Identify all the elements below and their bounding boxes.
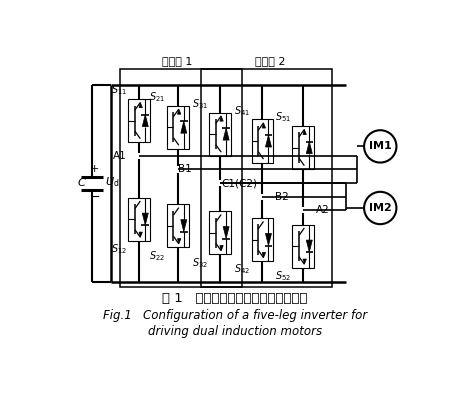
Text: $S_{22}$: $S_{22}$ bbox=[149, 249, 165, 262]
Polygon shape bbox=[266, 135, 272, 147]
Text: B2: B2 bbox=[275, 192, 289, 202]
Text: $S_{41}$: $S_{41}$ bbox=[234, 104, 250, 118]
Text: IM1: IM1 bbox=[369, 141, 392, 151]
Bar bbox=[293, 224, 314, 268]
Bar bbox=[293, 126, 314, 169]
Polygon shape bbox=[262, 252, 266, 258]
Text: $S_{32}$: $S_{32}$ bbox=[192, 256, 208, 270]
Text: $S_{42}$: $S_{42}$ bbox=[234, 263, 250, 277]
Polygon shape bbox=[178, 239, 181, 244]
Text: A1: A1 bbox=[113, 151, 127, 162]
Polygon shape bbox=[306, 240, 312, 252]
Bar bbox=[209, 211, 231, 254]
Text: $S_{21}$: $S_{21}$ bbox=[149, 90, 165, 104]
Text: Fig.1   Configuration of a five-leg inverter for: Fig.1 Configuration of a five-leg invert… bbox=[103, 309, 367, 322]
Text: B1: B1 bbox=[178, 164, 191, 175]
Text: IM2: IM2 bbox=[369, 203, 392, 213]
Bar bbox=[128, 198, 150, 241]
Polygon shape bbox=[139, 102, 142, 108]
Bar bbox=[167, 106, 189, 149]
Polygon shape bbox=[220, 116, 223, 121]
Polygon shape bbox=[220, 245, 223, 251]
Text: $U_{\rm d}$: $U_{\rm d}$ bbox=[104, 175, 119, 189]
Text: $S_{52}$: $S_{52}$ bbox=[275, 269, 291, 283]
Text: driving dual induction motors: driving dual induction motors bbox=[147, 325, 322, 338]
Bar bbox=[251, 119, 273, 162]
Text: C1(C2): C1(C2) bbox=[222, 178, 258, 188]
Bar bbox=[128, 99, 150, 142]
Polygon shape bbox=[303, 130, 306, 134]
Polygon shape bbox=[178, 109, 181, 114]
Text: $S_{11}$: $S_{11}$ bbox=[111, 84, 127, 98]
Bar bbox=[209, 113, 231, 156]
Polygon shape bbox=[306, 141, 312, 153]
Polygon shape bbox=[262, 123, 266, 128]
Polygon shape bbox=[303, 259, 306, 264]
Polygon shape bbox=[142, 213, 148, 225]
Bar bbox=[201, 69, 332, 286]
Polygon shape bbox=[139, 232, 142, 237]
Text: $C$: $C$ bbox=[76, 176, 87, 188]
Text: +: + bbox=[90, 164, 99, 175]
Text: −: − bbox=[89, 191, 100, 204]
Polygon shape bbox=[223, 128, 229, 140]
Polygon shape bbox=[142, 115, 148, 127]
Text: A2: A2 bbox=[316, 205, 329, 215]
Text: 图 1   驱动双异步电机的五桥臂逆变器: 图 1 驱动双异步电机的五桥臂逆变器 bbox=[162, 292, 307, 305]
Bar bbox=[120, 69, 242, 286]
Bar bbox=[167, 204, 189, 247]
Polygon shape bbox=[181, 121, 187, 133]
Text: 逆变器 2: 逆变器 2 bbox=[255, 56, 285, 66]
Text: $S_{12}$: $S_{12}$ bbox=[111, 242, 127, 256]
Circle shape bbox=[364, 130, 397, 162]
Text: 逆变器 1: 逆变器 1 bbox=[162, 56, 192, 66]
Polygon shape bbox=[181, 220, 187, 232]
Text: $S_{31}$: $S_{31}$ bbox=[191, 97, 208, 111]
Circle shape bbox=[364, 192, 397, 224]
Polygon shape bbox=[223, 226, 229, 239]
Polygon shape bbox=[266, 234, 272, 245]
Bar bbox=[251, 218, 273, 261]
Text: $S_{51}$: $S_{51}$ bbox=[275, 111, 291, 124]
